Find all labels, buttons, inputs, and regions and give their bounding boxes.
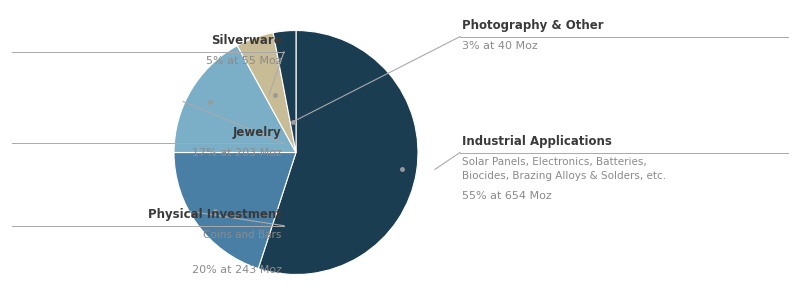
- Text: Jewelry: Jewelry: [233, 126, 282, 139]
- Text: 5% at 55 Moz: 5% at 55 Moz: [206, 56, 282, 66]
- Text: 17% at 203 Moz: 17% at 203 Moz: [192, 148, 282, 158]
- Text: Physical Investment: Physical Investment: [148, 208, 282, 221]
- Wedge shape: [174, 152, 296, 268]
- Text: Solar Panels, Electronics, Batteries,
Biocides, Brazing Alloys & Solders, etc.: Solar Panels, Electronics, Batteries, Bi…: [462, 157, 666, 181]
- Wedge shape: [238, 33, 296, 152]
- Text: Photography & Other: Photography & Other: [462, 19, 604, 32]
- Wedge shape: [273, 30, 296, 152]
- Text: 20% at 243 Moz: 20% at 243 Moz: [191, 264, 282, 274]
- Wedge shape: [258, 30, 418, 274]
- Text: Silverware: Silverware: [211, 34, 282, 47]
- Text: Coins and Bars: Coins and Bars: [203, 230, 282, 240]
- Text: Industrial Applications: Industrial Applications: [462, 135, 612, 148]
- Text: 3% at 40 Moz: 3% at 40 Moz: [462, 41, 538, 51]
- Text: 55% at 654 Moz: 55% at 654 Moz: [462, 192, 552, 201]
- Wedge shape: [174, 45, 296, 152]
